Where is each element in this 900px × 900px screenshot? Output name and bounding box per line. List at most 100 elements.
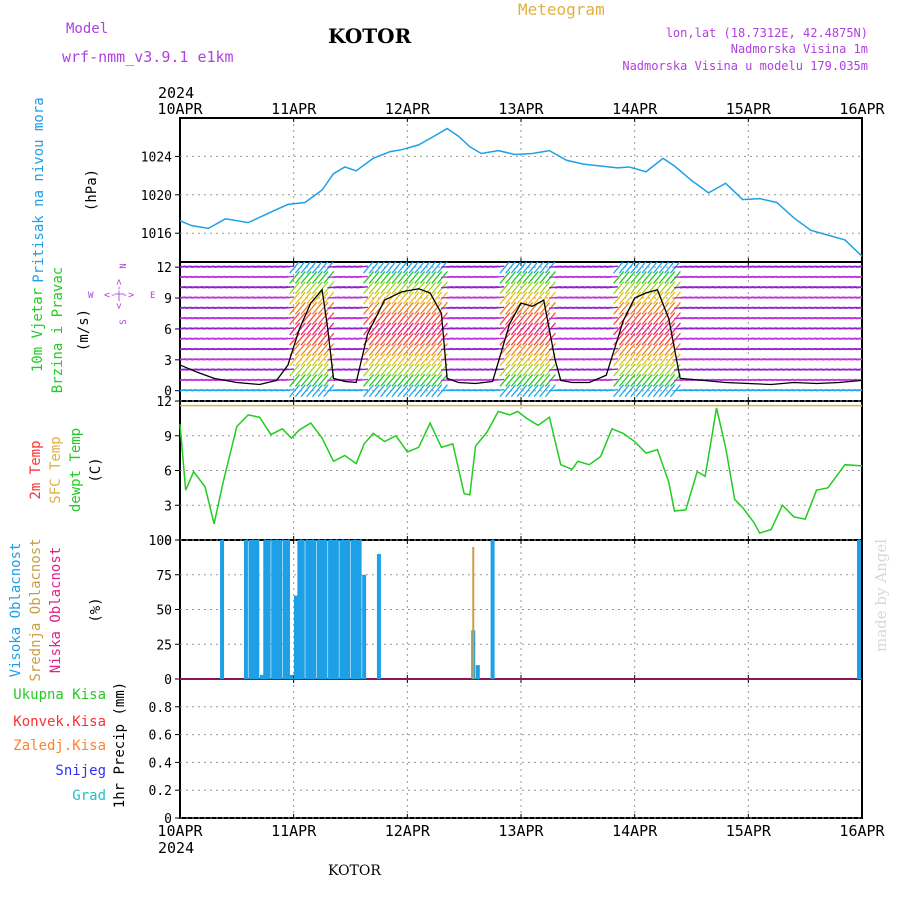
high-cloud-bar xyxy=(490,540,495,679)
wind-barb xyxy=(294,281,306,295)
wind-barb xyxy=(855,338,862,340)
wind-barb xyxy=(425,271,437,284)
wind-barb xyxy=(385,271,397,284)
wind-barb xyxy=(516,332,528,346)
wind-barb xyxy=(527,384,539,398)
wind-barb xyxy=(385,322,397,336)
wind-barb xyxy=(380,281,392,295)
wind-barb xyxy=(397,301,409,315)
wind-barb xyxy=(605,378,618,382)
wind-barb xyxy=(425,332,437,346)
wind-barb xyxy=(385,363,397,377)
wind-barb xyxy=(431,322,443,336)
wind-barb xyxy=(618,384,630,398)
wind-barb xyxy=(630,363,642,377)
wind-barb xyxy=(294,301,306,315)
wind-barb xyxy=(294,271,306,284)
wind-barb xyxy=(414,343,426,356)
high-cloud-bar xyxy=(312,540,317,679)
wind-barb xyxy=(306,281,318,295)
x-tick-label-top: 10APR xyxy=(157,100,203,118)
wind-barb xyxy=(311,262,323,274)
wind-barb xyxy=(289,262,300,274)
wind-barb xyxy=(414,373,426,387)
wind-barb xyxy=(641,312,653,326)
high-cloud-bar xyxy=(300,540,305,679)
wind-barb xyxy=(855,276,862,279)
wind-barb xyxy=(641,363,653,377)
wind-barb xyxy=(635,363,647,377)
wind-barb xyxy=(652,271,664,284)
high-cloud-bar xyxy=(354,540,359,679)
x-tick-label-bottom: 14APR xyxy=(612,822,658,840)
wind-barb xyxy=(408,384,420,398)
wind-barb xyxy=(647,271,659,284)
wind-barb xyxy=(425,363,437,377)
wind-barb xyxy=(281,337,295,340)
wind-barb xyxy=(641,291,653,305)
wind-barb xyxy=(613,343,625,356)
wind-barb xyxy=(618,291,630,305)
wind-barb xyxy=(630,312,642,326)
wind-barb xyxy=(533,301,545,315)
wind-barb xyxy=(311,373,323,387)
wind-barb xyxy=(363,262,374,274)
wind-barb xyxy=(425,291,437,305)
wind-barb xyxy=(294,373,306,387)
wind-barb xyxy=(624,322,636,336)
wind-barb xyxy=(652,373,664,387)
wind-barb xyxy=(402,322,414,336)
wind-barb xyxy=(492,358,505,361)
wind-barb xyxy=(374,373,386,387)
temp-ylabel-1: SFC Temp xyxy=(48,436,64,503)
wind-barb xyxy=(522,291,534,305)
wind-barb xyxy=(618,271,630,284)
wind-barb xyxy=(510,373,522,387)
wind-barb xyxy=(294,363,306,377)
wind-barb xyxy=(658,322,670,336)
wind-barb xyxy=(658,384,670,398)
wind-barb xyxy=(368,291,380,305)
compass-ns-arrows: <-|-> xyxy=(114,279,125,309)
y-tick-label: 3 xyxy=(164,499,172,514)
model-name: wrf-nmm_v3.9.1 e1km xyxy=(62,48,234,66)
wind-barb xyxy=(516,363,528,377)
wind-barb xyxy=(397,384,409,398)
wind-barb xyxy=(533,384,545,398)
wind-barb xyxy=(363,281,375,295)
wind-barb xyxy=(425,343,437,356)
wind-barb xyxy=(300,363,312,377)
wind-barb xyxy=(527,373,539,387)
wind-barb xyxy=(516,322,528,336)
wind-barb xyxy=(300,301,312,315)
wind-barb xyxy=(855,358,862,361)
elevation-text: Nadmorska Visina 1m xyxy=(731,42,868,56)
high-cloud-bar xyxy=(263,540,268,679)
wind-barb xyxy=(658,262,670,274)
wind-barb xyxy=(300,322,312,336)
wind-barb xyxy=(402,291,414,305)
wind-barb xyxy=(613,332,625,346)
y-tick-label: 0.8 xyxy=(149,701,172,716)
wind-barb xyxy=(402,363,414,377)
footer-title: KOTOR xyxy=(328,863,381,879)
high-cloud-bar xyxy=(282,540,287,679)
y-tick-label: 25 xyxy=(156,638,172,653)
precip-ylabel-3: Snijeg xyxy=(55,763,106,779)
wind-barb xyxy=(397,343,409,356)
y-tick-label: 0 xyxy=(164,534,172,549)
wind-barb xyxy=(624,271,636,284)
x-tick-label-top: 11APR xyxy=(271,100,317,118)
wind-barb xyxy=(605,358,618,361)
wind-barb xyxy=(855,286,862,289)
wind-barb xyxy=(647,262,658,274)
wind-barb xyxy=(402,312,414,326)
wind-ylabel: 10m Vjetar xyxy=(30,288,46,372)
wind-barb xyxy=(492,275,505,279)
y-tick-label: 12 xyxy=(156,395,172,410)
wind-barb xyxy=(311,363,323,377)
wind-barb xyxy=(391,291,403,305)
wind-barb xyxy=(605,296,618,299)
wind-barb xyxy=(402,271,414,284)
wind-barb xyxy=(374,271,386,284)
